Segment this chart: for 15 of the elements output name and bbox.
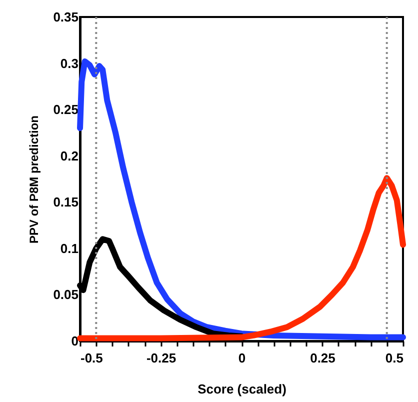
x-axis-title: Score (scaled) <box>198 382 286 396</box>
y-tick-label: 0.35 <box>53 10 78 24</box>
y-tick-label: 0 <box>71 334 78 348</box>
y-tick-label: 0.15 <box>53 194 78 210</box>
x-tick-label: 0.5 <box>385 350 404 366</box>
y-tick-label: 0.25 <box>53 102 78 118</box>
x-tick-label: 0 <box>238 350 246 366</box>
y-tick-label: 0.1 <box>60 240 78 256</box>
y-axis-title: PPV of P8M prediction <box>27 115 42 244</box>
y-tick-label: 0.2 <box>60 148 78 164</box>
x-tick-label: -0.25 <box>146 350 176 366</box>
y-tick-label: 0.05 <box>53 287 78 302</box>
y-tick-label: 0.3 <box>60 56 78 71</box>
x-tick-label: 0.25 <box>310 350 336 366</box>
x-tick-label: -0.5 <box>80 350 103 366</box>
